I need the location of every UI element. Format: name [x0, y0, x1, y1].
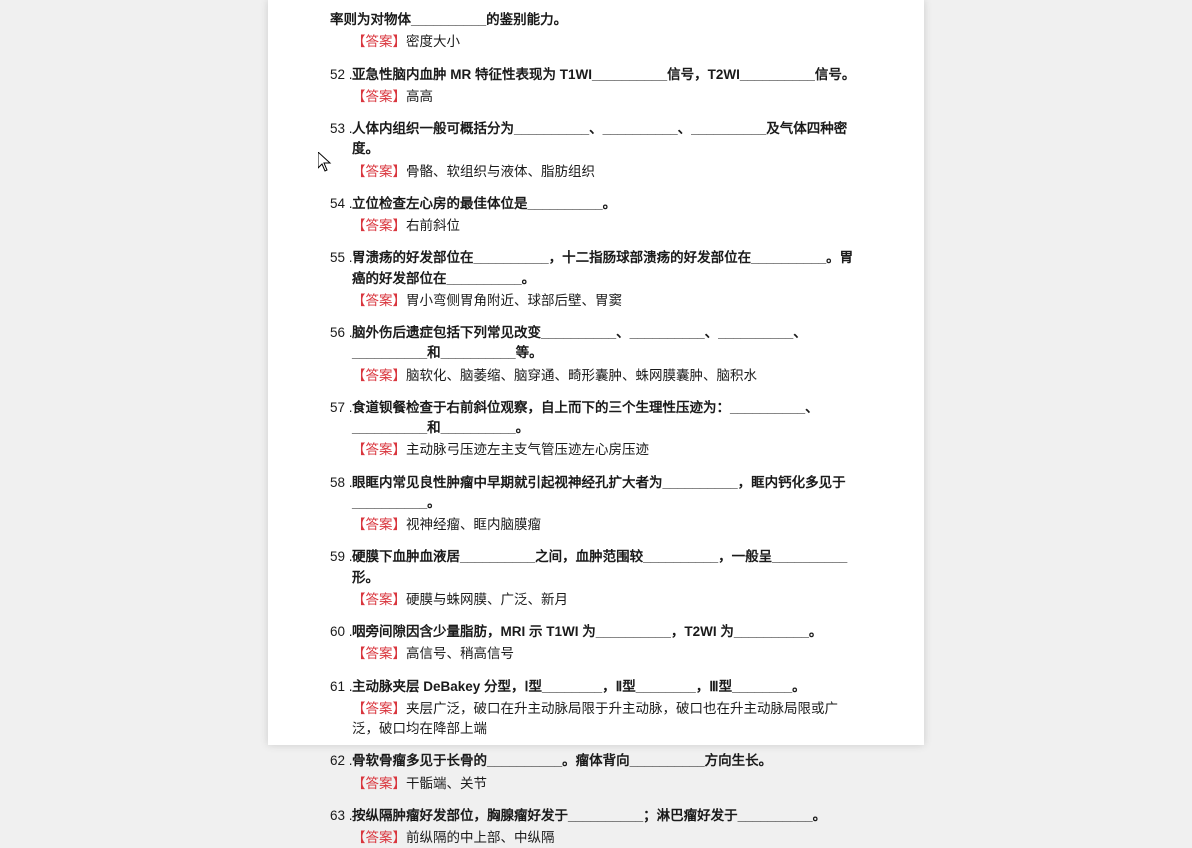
question-item: 63 .按纵隔肿瘤好发部位，胸腺瘤好发于__________；淋巴瘤好发于___…	[330, 806, 862, 848]
question-text: 胃溃疡的好发部位在__________，十二指肠球部溃疡的好发部位在______…	[352, 250, 853, 285]
question-text: 硬膜下血肿血液居__________之间，血肿范围较__________，一般呈…	[352, 549, 847, 584]
question-number: 52 .	[330, 65, 353, 85]
answer-label: 【答案】	[352, 293, 406, 308]
question-line: 60 .咽旁间隙因含少量脂肪，MRI 示 T1WI 为__________，T2…	[330, 622, 862, 642]
partial-question-text: 率则为对物体__________的鉴别能力。	[330, 12, 567, 27]
question-line: 57 .食道钡餐检查于右前斜位观察，自上而下的三个生理性压迹为：________…	[330, 398, 862, 439]
question-item: 61 .主动脉夹层 DeBakey 分型，Ⅰ型________，Ⅱ型______…	[330, 677, 862, 740]
answer-line: 【答案】夹层广泛，破口在升主动脉局限于升主动脉，破口也在升主动脉局限或广泛，破口…	[330, 699, 862, 740]
question-line: 61 .主动脉夹层 DeBakey 分型，Ⅰ型________，Ⅱ型______…	[330, 677, 862, 697]
question-number: 55 .	[330, 248, 353, 268]
answer-label: 【答案】	[352, 646, 406, 661]
question-item: 62 .骨软骨瘤多见于长骨的__________。瘤体背向__________方…	[330, 751, 862, 794]
question-line: 62 .骨软骨瘤多见于长骨的__________。瘤体背向__________方…	[330, 751, 862, 771]
answer-line: 【答案】右前斜位	[330, 216, 862, 236]
question-text: 主动脉夹层 DeBakey 分型，Ⅰ型________，Ⅱ型________，Ⅲ…	[352, 679, 806, 694]
answer-text: 前纵隔的中上部、中纵隔	[406, 830, 555, 845]
answer-label: 【答案】	[352, 368, 406, 383]
answer-line: 【答案】胃小弯侧胃角附近、球部后壁、胃窦	[330, 291, 862, 311]
question-item: 56 .脑外伤后遗症包括下列常见改变__________、__________、…	[330, 323, 862, 386]
question-line: 59 .硬膜下血肿血液居__________之间，血肿范围较__________…	[330, 547, 862, 588]
answer-line: 【答案】高信号、稍高信号	[330, 644, 862, 664]
question-number: 59 .	[330, 547, 353, 567]
question-line: 52 .亚急性脑内血肿 MR 特征性表现为 T1WI__________信号，T…	[330, 65, 862, 85]
question-line: 63 .按纵隔肿瘤好发部位，胸腺瘤好发于__________；淋巴瘤好发于___…	[330, 806, 862, 826]
answer-text: 主动脉弓压迹左主支气管压迹左心房压迹	[406, 442, 649, 457]
answer-text: 硬膜与蛛网膜、广泛、新月	[406, 592, 568, 607]
question-text: 立位检查左心房的最佳体位是__________。	[352, 196, 616, 211]
question-number: 61 .	[330, 677, 353, 697]
answer-line: 【答案】前纵隔的中上部、中纵隔	[330, 828, 862, 848]
question-number: 62 .	[330, 751, 353, 771]
answer-text: 骨骼、软组织与液体、脂肪组织	[406, 164, 595, 179]
answer-line: 【答案】干骺端、关节	[330, 774, 862, 794]
answer-label: 【答案】	[352, 164, 406, 179]
answer-text: 高高	[406, 89, 433, 104]
question-item: 53 .人体内组织一般可概括分为__________、__________、__…	[330, 119, 862, 182]
answer-line: 【答案】硬膜与蛛网膜、广泛、新月	[330, 590, 862, 610]
question-line: 55 .胃溃疡的好发部位在__________，十二指肠球部溃疡的好发部位在__…	[330, 248, 862, 289]
question-item: 54 .立位检查左心房的最佳体位是__________。【答案】右前斜位	[330, 194, 862, 237]
question-text: 人体内组织一般可概括分为__________、__________、______…	[352, 121, 847, 156]
partial-top-answer-line: 【答案】密度大小	[330, 32, 862, 52]
answer-line: 【答案】视神经瘤、眶内脑膜瘤	[330, 515, 862, 535]
question-text: 骨软骨瘤多见于长骨的__________。瘤体背向__________方向生长。	[352, 753, 772, 768]
partial-top-question: 率则为对物体__________的鉴别能力。	[330, 0, 862, 30]
question-text: 亚急性脑内血肿 MR 特征性表现为 T1WI__________信号，T2WI_…	[352, 67, 855, 82]
question-text: 眼眶内常见良性肿瘤中早期就引起视神经孔扩大者为__________，眶内钙化多见…	[352, 475, 846, 510]
answer-label: 【答案】	[352, 776, 406, 791]
answer-label: 【答案】	[352, 830, 406, 845]
question-number: 54 .	[330, 194, 353, 214]
document-page: 率则为对物体__________的鉴别能力。 【答案】密度大小 52 .亚急性脑…	[268, 0, 924, 745]
question-number: 63 .	[330, 806, 353, 826]
question-item: 52 .亚急性脑内血肿 MR 特征性表现为 T1WI__________信号，T…	[330, 65, 862, 108]
answer-label: 【答案】	[352, 442, 406, 457]
question-line: 54 .立位检查左心房的最佳体位是__________。	[330, 194, 862, 214]
question-item: 59 .硬膜下血肿血液居__________之间，血肿范围较__________…	[330, 547, 862, 610]
question-item: 58 .眼眶内常见良性肿瘤中早期就引起视神经孔扩大者为__________，眶内…	[330, 473, 862, 536]
answer-label: 【答案】	[352, 517, 406, 532]
answer-text: 干骺端、关节	[406, 776, 487, 791]
question-line: 53 .人体内组织一般可概括分为__________、__________、__…	[330, 119, 862, 160]
question-item: 60 .咽旁间隙因含少量脂肪，MRI 示 T1WI 为__________，T2…	[330, 622, 862, 665]
question-item: 55 .胃溃疡的好发部位在__________，十二指肠球部溃疡的好发部位在__…	[330, 248, 862, 311]
question-line: 56 .脑外伤后遗症包括下列常见改变__________、__________、…	[330, 323, 862, 364]
answer-text: 密度大小	[406, 34, 460, 49]
answer-label: 【答案】	[352, 34, 406, 49]
questions-container: 52 .亚急性脑内血肿 MR 特征性表现为 T1WI__________信号，T…	[330, 65, 862, 848]
answer-label: 【答案】	[352, 592, 406, 607]
answer-label: 【答案】	[352, 89, 406, 104]
answer-label: 【答案】	[352, 218, 406, 233]
question-text: 脑外伤后遗症包括下列常见改变__________、__________、____…	[352, 325, 807, 360]
answer-text: 右前斜位	[406, 218, 460, 233]
question-line: 58 .眼眶内常见良性肿瘤中早期就引起视神经孔扩大者为__________，眶内…	[330, 473, 862, 514]
answer-label: 【答案】	[352, 701, 406, 716]
answer-text: 胃小弯侧胃角附近、球部后壁、胃窦	[406, 293, 622, 308]
answer-line: 【答案】高高	[330, 87, 862, 107]
question-number: 53 .	[330, 119, 353, 139]
answer-line: 【答案】脑软化、脑萎缩、脑穿通、畸形囊肿、蛛网膜囊肿、脑积水	[330, 366, 862, 386]
question-number: 58 .	[330, 473, 353, 493]
question-number: 60 .	[330, 622, 353, 642]
question-number: 57 .	[330, 398, 353, 418]
question-text: 咽旁间隙因含少量脂肪，MRI 示 T1WI 为__________，T2WI 为…	[352, 624, 822, 639]
question-number: 56 .	[330, 323, 353, 343]
question-text: 食道钡餐检查于右前斜位观察，自上而下的三个生理性压迹为：__________、_…	[352, 400, 819, 435]
answer-line: 【答案】主动脉弓压迹左主支气管压迹左心房压迹	[330, 440, 862, 460]
answer-line: 【答案】骨骼、软组织与液体、脂肪组织	[330, 162, 862, 182]
answer-text: 视神经瘤、眶内脑膜瘤	[406, 517, 541, 532]
answer-text: 夹层广泛，破口在升主动脉局限于升主动脉，破口也在升主动脉局限或广泛，破口均在降部…	[352, 701, 838, 736]
question-item: 57 .食道钡餐检查于右前斜位观察，自上而下的三个生理性压迹为：________…	[330, 398, 862, 461]
question-text: 按纵隔肿瘤好发部位，胸腺瘤好发于__________；淋巴瘤好发于_______…	[352, 808, 826, 823]
answer-text: 脑软化、脑萎缩、脑穿通、畸形囊肿、蛛网膜囊肿、脑积水	[406, 368, 757, 383]
answer-text: 高信号、稍高信号	[406, 646, 514, 661]
